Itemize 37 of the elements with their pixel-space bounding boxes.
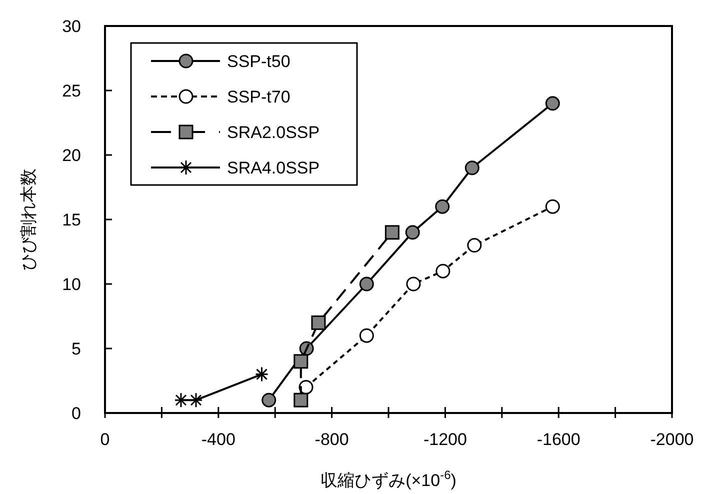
point xyxy=(406,276,421,292)
x-tick-label: 0 xyxy=(100,430,110,449)
x-axis-title: 収縮ひずみ(×10$^{-6}$) xyxy=(320,468,456,490)
point xyxy=(262,392,276,408)
point xyxy=(189,392,203,408)
point xyxy=(294,354,308,369)
y-tick-label: 20 xyxy=(62,146,81,165)
point xyxy=(467,238,482,253)
y-axis-title: ひび割れ本数 xyxy=(19,168,38,270)
y-tick-label: 15 xyxy=(62,210,81,230)
y-tick-label: 5 xyxy=(72,340,81,358)
legend-label: SSP-t70 xyxy=(227,88,290,106)
point xyxy=(384,225,400,240)
y-tick-label: 25 xyxy=(62,82,81,100)
legend-label: SSP-t50 xyxy=(227,52,290,71)
point xyxy=(174,392,188,408)
y-tick-label: 30 xyxy=(62,17,81,36)
point xyxy=(545,199,560,214)
x-tick-label: -1200 xyxy=(423,430,467,449)
x-tick-label: -1600 xyxy=(536,430,580,449)
point xyxy=(359,276,374,292)
legend-label: SRA4.0SSP xyxy=(227,158,320,178)
x-tick-label: -400 xyxy=(201,430,236,449)
x-tick-label: -2000 xyxy=(650,430,694,449)
x-tick-label: -800 xyxy=(314,430,349,449)
y-tick-label: 0 xyxy=(72,404,81,423)
point xyxy=(436,264,450,278)
point xyxy=(294,392,308,408)
point xyxy=(435,199,450,214)
point xyxy=(405,225,420,240)
point xyxy=(464,160,480,176)
point xyxy=(311,315,326,330)
point xyxy=(359,328,374,343)
legend-label: SRA2.0SSP xyxy=(227,123,320,142)
point xyxy=(255,366,269,382)
y-tick-label: 10 xyxy=(62,275,81,294)
point xyxy=(545,96,560,111)
